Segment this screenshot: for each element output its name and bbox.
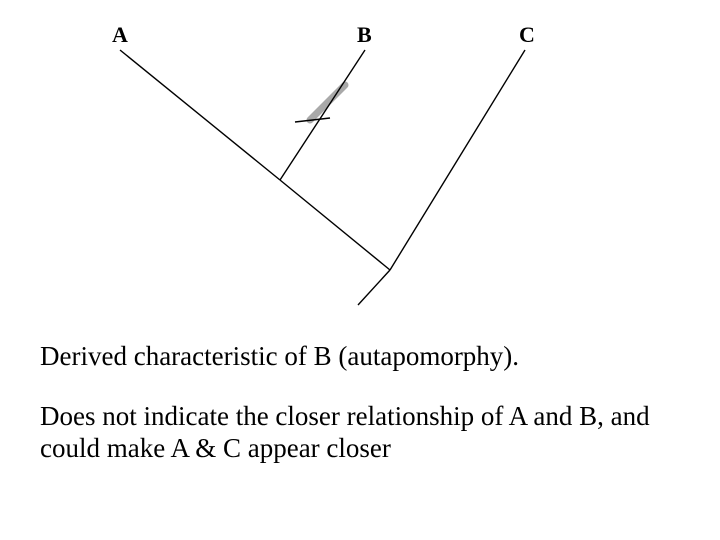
tip-label-b: B [357, 22, 372, 48]
caption-paragraph-2: Does not indicate the closer relationshi… [40, 400, 680, 465]
figure-page: A B C Derived characteristic of B (autap… [0, 0, 720, 540]
cladogram-container: A B C [80, 20, 580, 320]
tip-label-a: A [112, 22, 128, 48]
caption-line-1: Derived characteristic of B (autapomorph… [40, 340, 680, 372]
cladogram-svg [80, 20, 580, 320]
tip-label-c: C [519, 22, 535, 48]
